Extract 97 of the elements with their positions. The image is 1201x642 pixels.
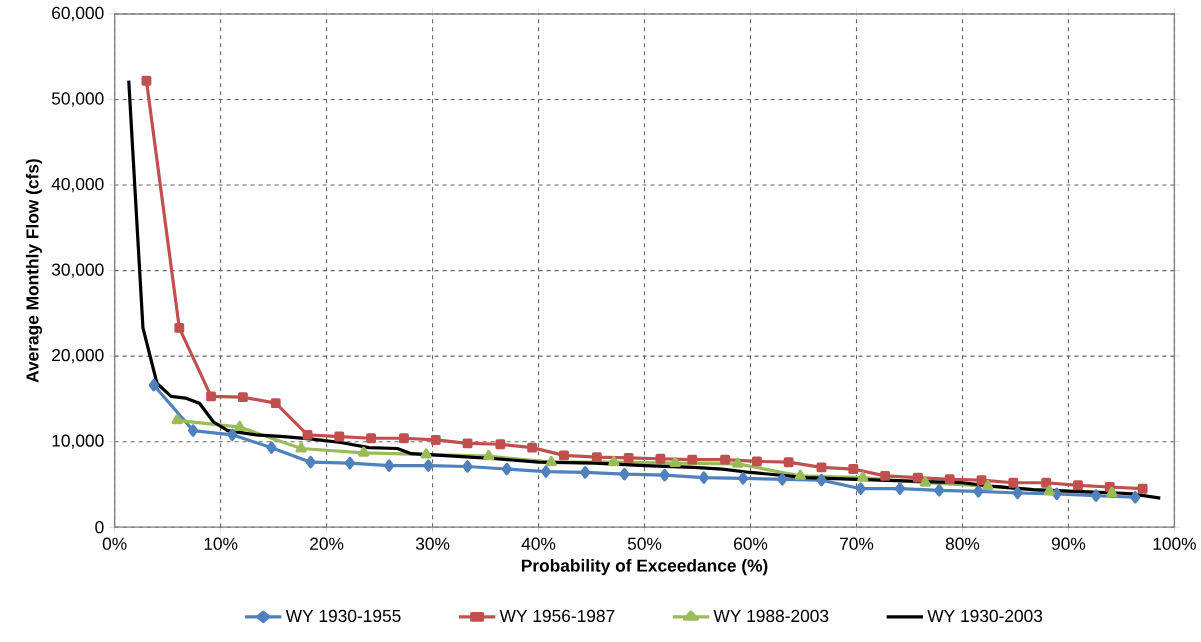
- point: [420, 448, 432, 459]
- point: [344, 456, 356, 470]
- point: [384, 459, 395, 472]
- point: [399, 433, 409, 444]
- point: [608, 456, 620, 467]
- point: [669, 456, 681, 468]
- point: [655, 453, 666, 464]
- point: [270, 398, 281, 409]
- point: [934, 484, 945, 497]
- point: [501, 462, 512, 476]
- point: [1043, 485, 1055, 496]
- point: [559, 450, 569, 461]
- point: [580, 466, 591, 479]
- point: [1041, 477, 1052, 488]
- point: [783, 457, 794, 468]
- point: [751, 456, 762, 467]
- point: [174, 323, 185, 333]
- point: [305, 456, 316, 469]
- point: [1051, 487, 1062, 501]
- point: [1137, 483, 1148, 494]
- point: [623, 453, 634, 463]
- point: [857, 471, 869, 482]
- legend-label: WY 1930-1955: [285, 609, 401, 623]
- x-tick-label: 20%: [310, 537, 344, 550]
- point: [732, 457, 744, 468]
- point: [794, 469, 806, 480]
- point: [1008, 477, 1019, 488]
- x-tick-label: 30%: [415, 537, 450, 550]
- point: [591, 452, 602, 463]
- x-tick-label: 60%: [734, 537, 768, 550]
- legend-label: WY 1956-1987: [499, 609, 615, 623]
- point: [913, 472, 923, 483]
- point: [976, 475, 987, 486]
- point: [545, 456, 557, 467]
- x-tick-label: 50%: [627, 537, 662, 550]
- point: [619, 467, 630, 481]
- point: [540, 465, 552, 478]
- x-axis-title: Probability of Exceedance (%): [521, 559, 768, 576]
- point: [141, 75, 152, 86]
- y-tick-label: 10,000: [52, 434, 104, 449]
- point: [816, 473, 827, 487]
- point: [894, 482, 906, 496]
- point: [1073, 480, 1083, 491]
- point: [187, 424, 199, 437]
- point: [483, 450, 495, 461]
- point: [1130, 491, 1141, 504]
- point: [919, 476, 931, 487]
- point: [880, 471, 891, 481]
- point: [527, 442, 538, 453]
- x-tick-label: 40%: [521, 537, 556, 550]
- point: [334, 431, 345, 442]
- point: [462, 460, 473, 473]
- x-tick-label: 10%: [204, 537, 238, 550]
- point: [237, 392, 248, 403]
- point: [423, 459, 434, 472]
- point: [698, 471, 709, 484]
- point: [206, 391, 217, 402]
- point: [855, 482, 866, 496]
- point: [1012, 486, 1023, 500]
- point: [430, 435, 441, 445]
- point: [848, 464, 859, 475]
- point: [295, 442, 307, 453]
- y-tick-label: 50,000: [51, 92, 104, 107]
- point: [737, 472, 749, 485]
- point: [1106, 486, 1118, 497]
- point: [973, 485, 984, 498]
- point: [982, 479, 994, 491]
- point: [659, 468, 670, 482]
- x-tick-label: 70%: [840, 537, 874, 550]
- point: [148, 379, 159, 392]
- point: [462, 438, 473, 449]
- legend-label: WY 1988-2003: [713, 609, 829, 623]
- y-tick-label: 40,000: [51, 177, 104, 193]
- y-tick-label: 30,000: [51, 263, 104, 278]
- x-tick-label: 90%: [1051, 537, 1086, 550]
- point: [358, 446, 370, 457]
- y-tick-label: 60,000: [52, 6, 104, 22]
- x-tick-label: 0%: [102, 537, 127, 550]
- point: [266, 441, 277, 454]
- point: [302, 429, 313, 440]
- y-tick-label: 20,000: [52, 349, 104, 364]
- legend-label: WY 1930-2003: [927, 609, 1043, 623]
- x-tick-label: 80%: [945, 537, 980, 550]
- point: [687, 454, 698, 465]
- point: [816, 462, 827, 473]
- point: [171, 414, 183, 425]
- x-tick-label: 100%: [1153, 537, 1196, 550]
- y-tick-label: 0: [95, 521, 104, 534]
- point: [777, 473, 788, 486]
- y-axis-title: Average Monthly Flow (cfs): [25, 159, 43, 383]
- point: [366, 433, 377, 444]
- point: [227, 428, 238, 442]
- point: [495, 439, 506, 450]
- point: [944, 474, 955, 485]
- point: [720, 454, 730, 465]
- point: [234, 420, 246, 432]
- point: [1090, 489, 1102, 502]
